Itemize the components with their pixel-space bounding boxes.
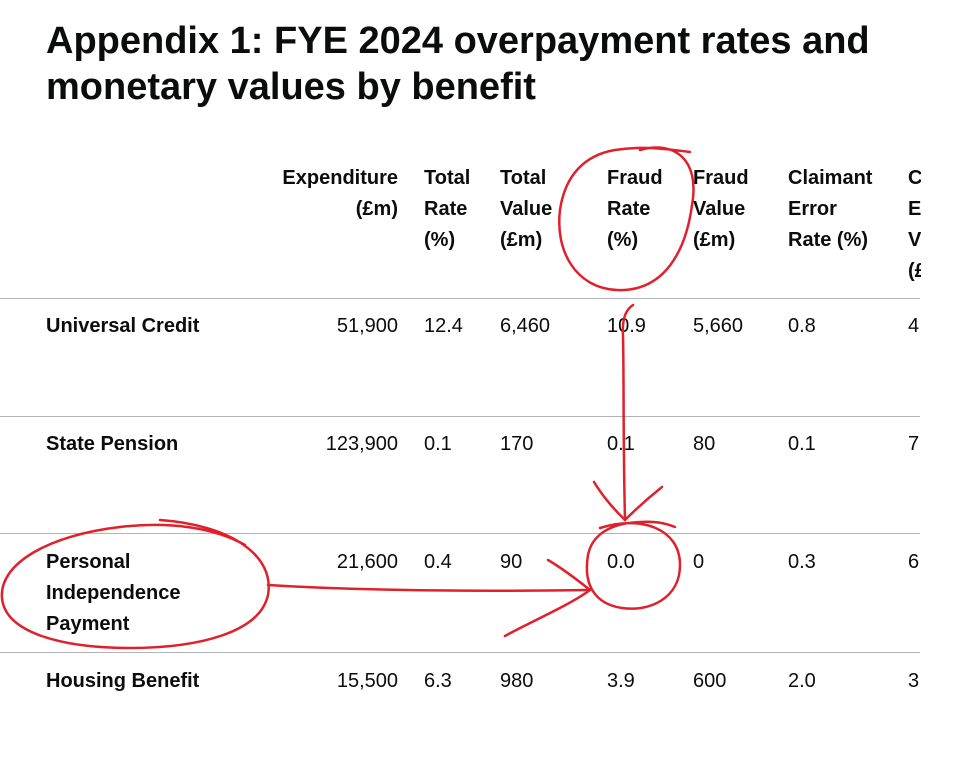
cell-claimant-error-rate: 0.1 <box>788 433 816 455</box>
header-line: Fraud <box>693 167 749 189</box>
cell-claimant-error-value: 6 <box>908 551 920 573</box>
cell-claimant-error-value: 4 <box>908 315 920 337</box>
header-line: Expenditure <box>282 167 398 189</box>
cell-claimant-error-value: 7 <box>908 433 920 455</box>
header-line: (£ <box>908 260 921 282</box>
cell-expenditure: 51,900 <box>336 315 398 337</box>
header-line: Rate <box>607 198 651 220</box>
column-header-total-value: Total Value (£m) <box>500 163 580 256</box>
cell-fraud-rate: 0.1 <box>607 433 635 455</box>
header-line: Value <box>500 198 553 220</box>
header-line: Fraud <box>607 167 663 189</box>
cell-fraud-rate: 10.9 <box>607 315 646 337</box>
header-line: V <box>908 229 921 251</box>
header-line: (%) <box>607 229 639 251</box>
row-divider <box>0 298 920 299</box>
cell-total-rate: 6.3 <box>424 670 452 692</box>
header-line: (£m) <box>355 198 398 220</box>
column-header-total-rate: Total Rate (%) <box>424 163 494 256</box>
row-divider <box>0 416 920 417</box>
cell-fraud-value: 5,660 <box>693 315 744 337</box>
cell-total-rate: 12.4 <box>424 315 463 337</box>
header-line: (%) <box>424 229 456 251</box>
cell-claimant-error-value: 3 <box>908 670 920 692</box>
column-header-fraud-rate: Fraud Rate (%) <box>607 163 687 256</box>
row-label-line: Payment <box>46 613 130 635</box>
header-line: (£m) <box>693 229 736 251</box>
row-label: Universal Credit <box>46 315 200 337</box>
column-header-expenditure: Expenditure (£m) <box>258 163 398 225</box>
cell-total-value: 170 <box>500 433 534 455</box>
cell-fraud-rate: 0.0 <box>607 551 635 573</box>
row-divider <box>0 533 920 534</box>
cell-fraud-value: 80 <box>693 433 716 455</box>
cell-fraud-rate: 3.9 <box>607 670 635 692</box>
page-title: Appendix 1: FYE 2024 overpayment rates a… <box>46 20 870 108</box>
column-header-claimant-error-rate: Claimant Error Rate (%) <box>788 163 898 256</box>
header-line: Total <box>500 167 547 189</box>
header-line: (£m) <box>500 229 543 251</box>
cell-total-value: 6,460 <box>500 315 551 337</box>
cell-claimant-error-rate: 0.3 <box>788 551 816 573</box>
header-line: Claimant <box>788 167 873 189</box>
cell-claimant-error-rate: 2.0 <box>788 670 816 692</box>
row-label: Housing Benefit <box>46 670 200 692</box>
column-header-claimant-error-value: C E V (£ <box>908 163 921 287</box>
cell-expenditure: 123,900 <box>325 433 398 455</box>
row-divider <box>0 652 920 653</box>
cell-fraud-value: 600 <box>693 670 727 692</box>
cell-total-value: 90 <box>500 551 523 573</box>
row-label: Personal Independence Payment <box>46 547 276 640</box>
header-line: Rate (%) <box>788 229 869 251</box>
cell-total-value: 980 <box>500 670 534 692</box>
header-line: Value <box>693 198 746 220</box>
cell-total-rate: 0.1 <box>424 433 452 455</box>
cell-expenditure: 15,500 <box>336 670 398 692</box>
cell-claimant-error-rate: 0.8 <box>788 315 816 337</box>
cell-total-rate: 0.4 <box>424 551 452 573</box>
header-line: Total <box>424 167 471 189</box>
header-line: Rate <box>424 198 468 220</box>
column-header-fraud-value: Fraud Value (£m) <box>693 163 773 256</box>
header-line: C <box>908 167 921 189</box>
row-label-line: Independence <box>46 582 181 604</box>
row-label-line: Personal <box>46 551 131 573</box>
cell-expenditure: 21,600 <box>336 551 398 573</box>
header-line: Error <box>788 198 837 220</box>
cell-fraud-value: 0 <box>693 551 705 573</box>
table-viewport: Appendix 1: FYE 2024 overpayment rates a… <box>0 20 921 692</box>
header-line: E <box>908 198 921 220</box>
row-label: State Pension <box>46 433 179 455</box>
